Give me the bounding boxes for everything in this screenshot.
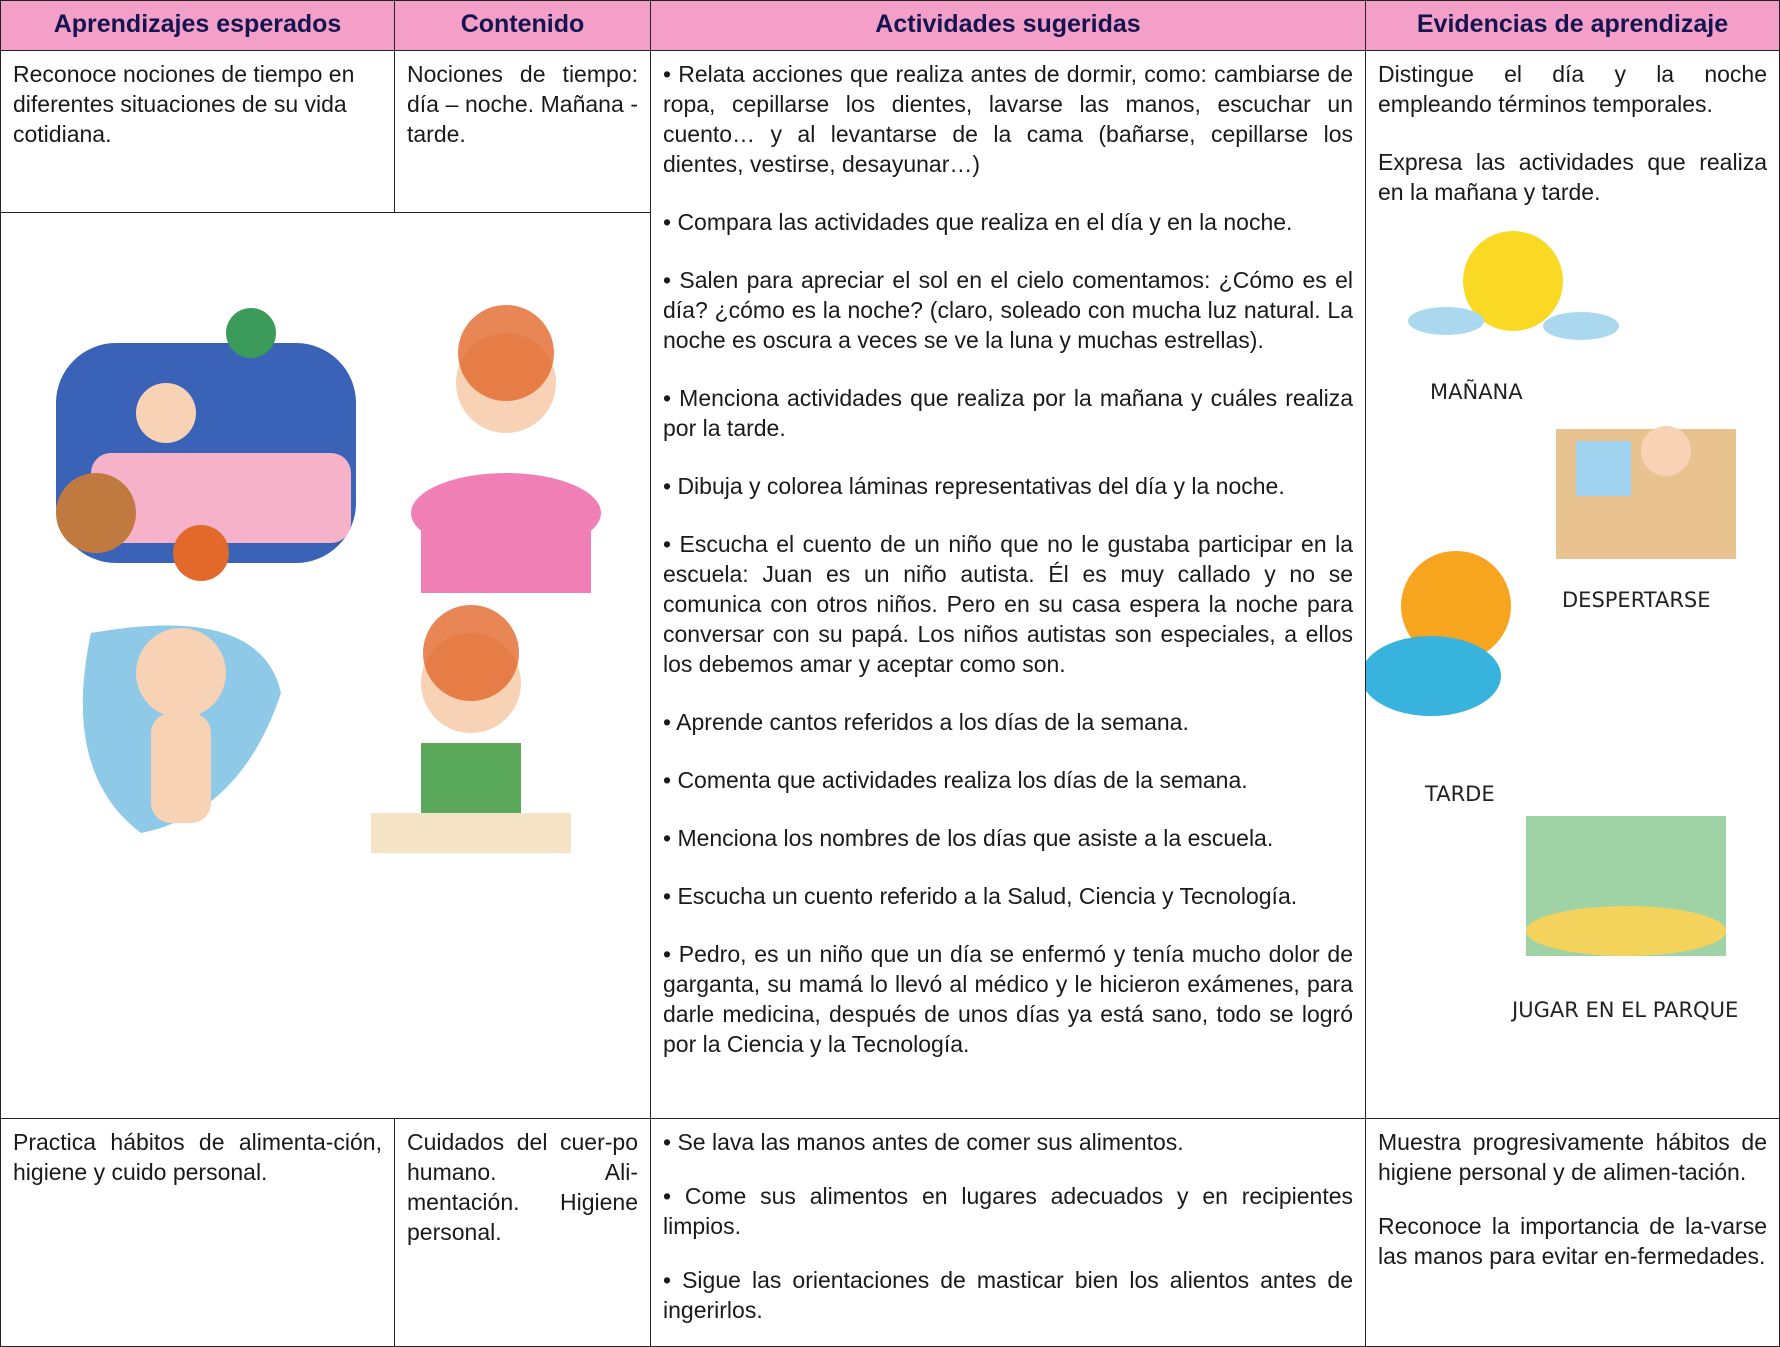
cloud	[1408, 307, 1484, 335]
tablecloth	[421, 513, 591, 593]
teddy	[56, 473, 136, 553]
evidencias-cell: Distingue el día y la noche empleando té…	[1365, 50, 1780, 1119]
paragraph: • Menciona los nombres de los días que a…	[663, 825, 1274, 851]
boy	[1641, 426, 1691, 476]
globe	[226, 308, 276, 358]
actividades-cell: • Se lava las manos antes de comer sus a…	[650, 1118, 1366, 1347]
evidence-images	[1366, 231, 1736, 956]
paragraph: Expresa las actividades que realiza en l…	[1378, 149, 1767, 205]
image-label: JUGAR EN EL PARQUE	[1512, 998, 1739, 1022]
paragraph: • Pedro, es un niño que un día se enferm…	[663, 941, 1353, 1057]
window	[1576, 441, 1631, 496]
paragraph: • Comenta que actividades realiza los dí…	[663, 767, 1248, 793]
contenido-cell: Cuidados del cuer-po humano. Ali-mentaci…	[394, 1118, 651, 1347]
paragraph: • Relata acciones que realiza antes de d…	[663, 61, 1353, 177]
hair	[458, 305, 554, 401]
blanket	[91, 453, 351, 543]
image-label: DESPERTARSE	[1562, 588, 1711, 612]
paragraph: Reconoce la importancia de la-varse las …	[1378, 1213, 1767, 1269]
aprendizajes-cell: Reconoce nociones de tiempo en diferente…	[0, 50, 395, 213]
books	[371, 813, 571, 853]
hair	[423, 605, 519, 701]
illustrations	[56, 305, 601, 853]
paragraph: • Menciona actividades que realiza por l…	[663, 385, 1353, 441]
evidencias-cell: Muestra progresivamente hábitos de higie…	[1365, 1118, 1780, 1347]
image-cell	[0, 212, 651, 1119]
header-cell: Actividades sugeridas	[650, 0, 1366, 51]
paragraph: Distingue el día y la noche empleando té…	[1378, 61, 1767, 117]
paragraph: • Salen para apreciar el sol en el cielo…	[663, 267, 1353, 353]
ball	[173, 525, 229, 581]
body	[151, 713, 211, 823]
header-cell: Aprendizajes esperados	[0, 0, 395, 51]
sun	[1463, 231, 1563, 331]
contenido-cell: Nociones de tiempo: día – noche. Mañana …	[394, 50, 651, 213]
image-label: TARDE	[1425, 782, 1495, 806]
sun	[1401, 551, 1511, 661]
paragraph: • Sigue las orientaciones de masticar bi…	[663, 1267, 1353, 1323]
paragraph: • Dibuja y colorea láminas representativ…	[663, 473, 1285, 499]
ground	[1526, 906, 1726, 956]
actividades-cell: • Relata acciones que realiza antes de d…	[650, 50, 1366, 1119]
cloud	[1543, 312, 1619, 340]
paragraph: • Come sus alimentos en lugares adecuado…	[663, 1183, 1353, 1239]
paragraph: • Se lava las manos antes de comer sus a…	[663, 1129, 1184, 1155]
paragraph: • Compara las actividades que realiza en…	[663, 209, 1293, 235]
child	[136, 383, 196, 443]
paragraph: • Escucha el cuento de un niño que no le…	[663, 531, 1353, 677]
paragraph: Muestra progresivamente hábitos de higie…	[1378, 1129, 1767, 1185]
aprendizajes-cell: Practica hábitos de alimenta-ción, higie…	[0, 1118, 395, 1347]
header-cell: Evidencias de aprendizaje	[1365, 0, 1780, 51]
paragraph: • Aprende cantos referidos a los días de…	[663, 709, 1189, 735]
bathing-girl	[136, 628, 226, 718]
cloud	[1366, 636, 1501, 716]
image-label: MAÑANA	[1430, 380, 1523, 404]
header-cell: Contenido	[394, 0, 651, 51]
paragraph: • Escucha un cuento referido a la Salud,…	[663, 883, 1298, 909]
book	[421, 743, 521, 813]
